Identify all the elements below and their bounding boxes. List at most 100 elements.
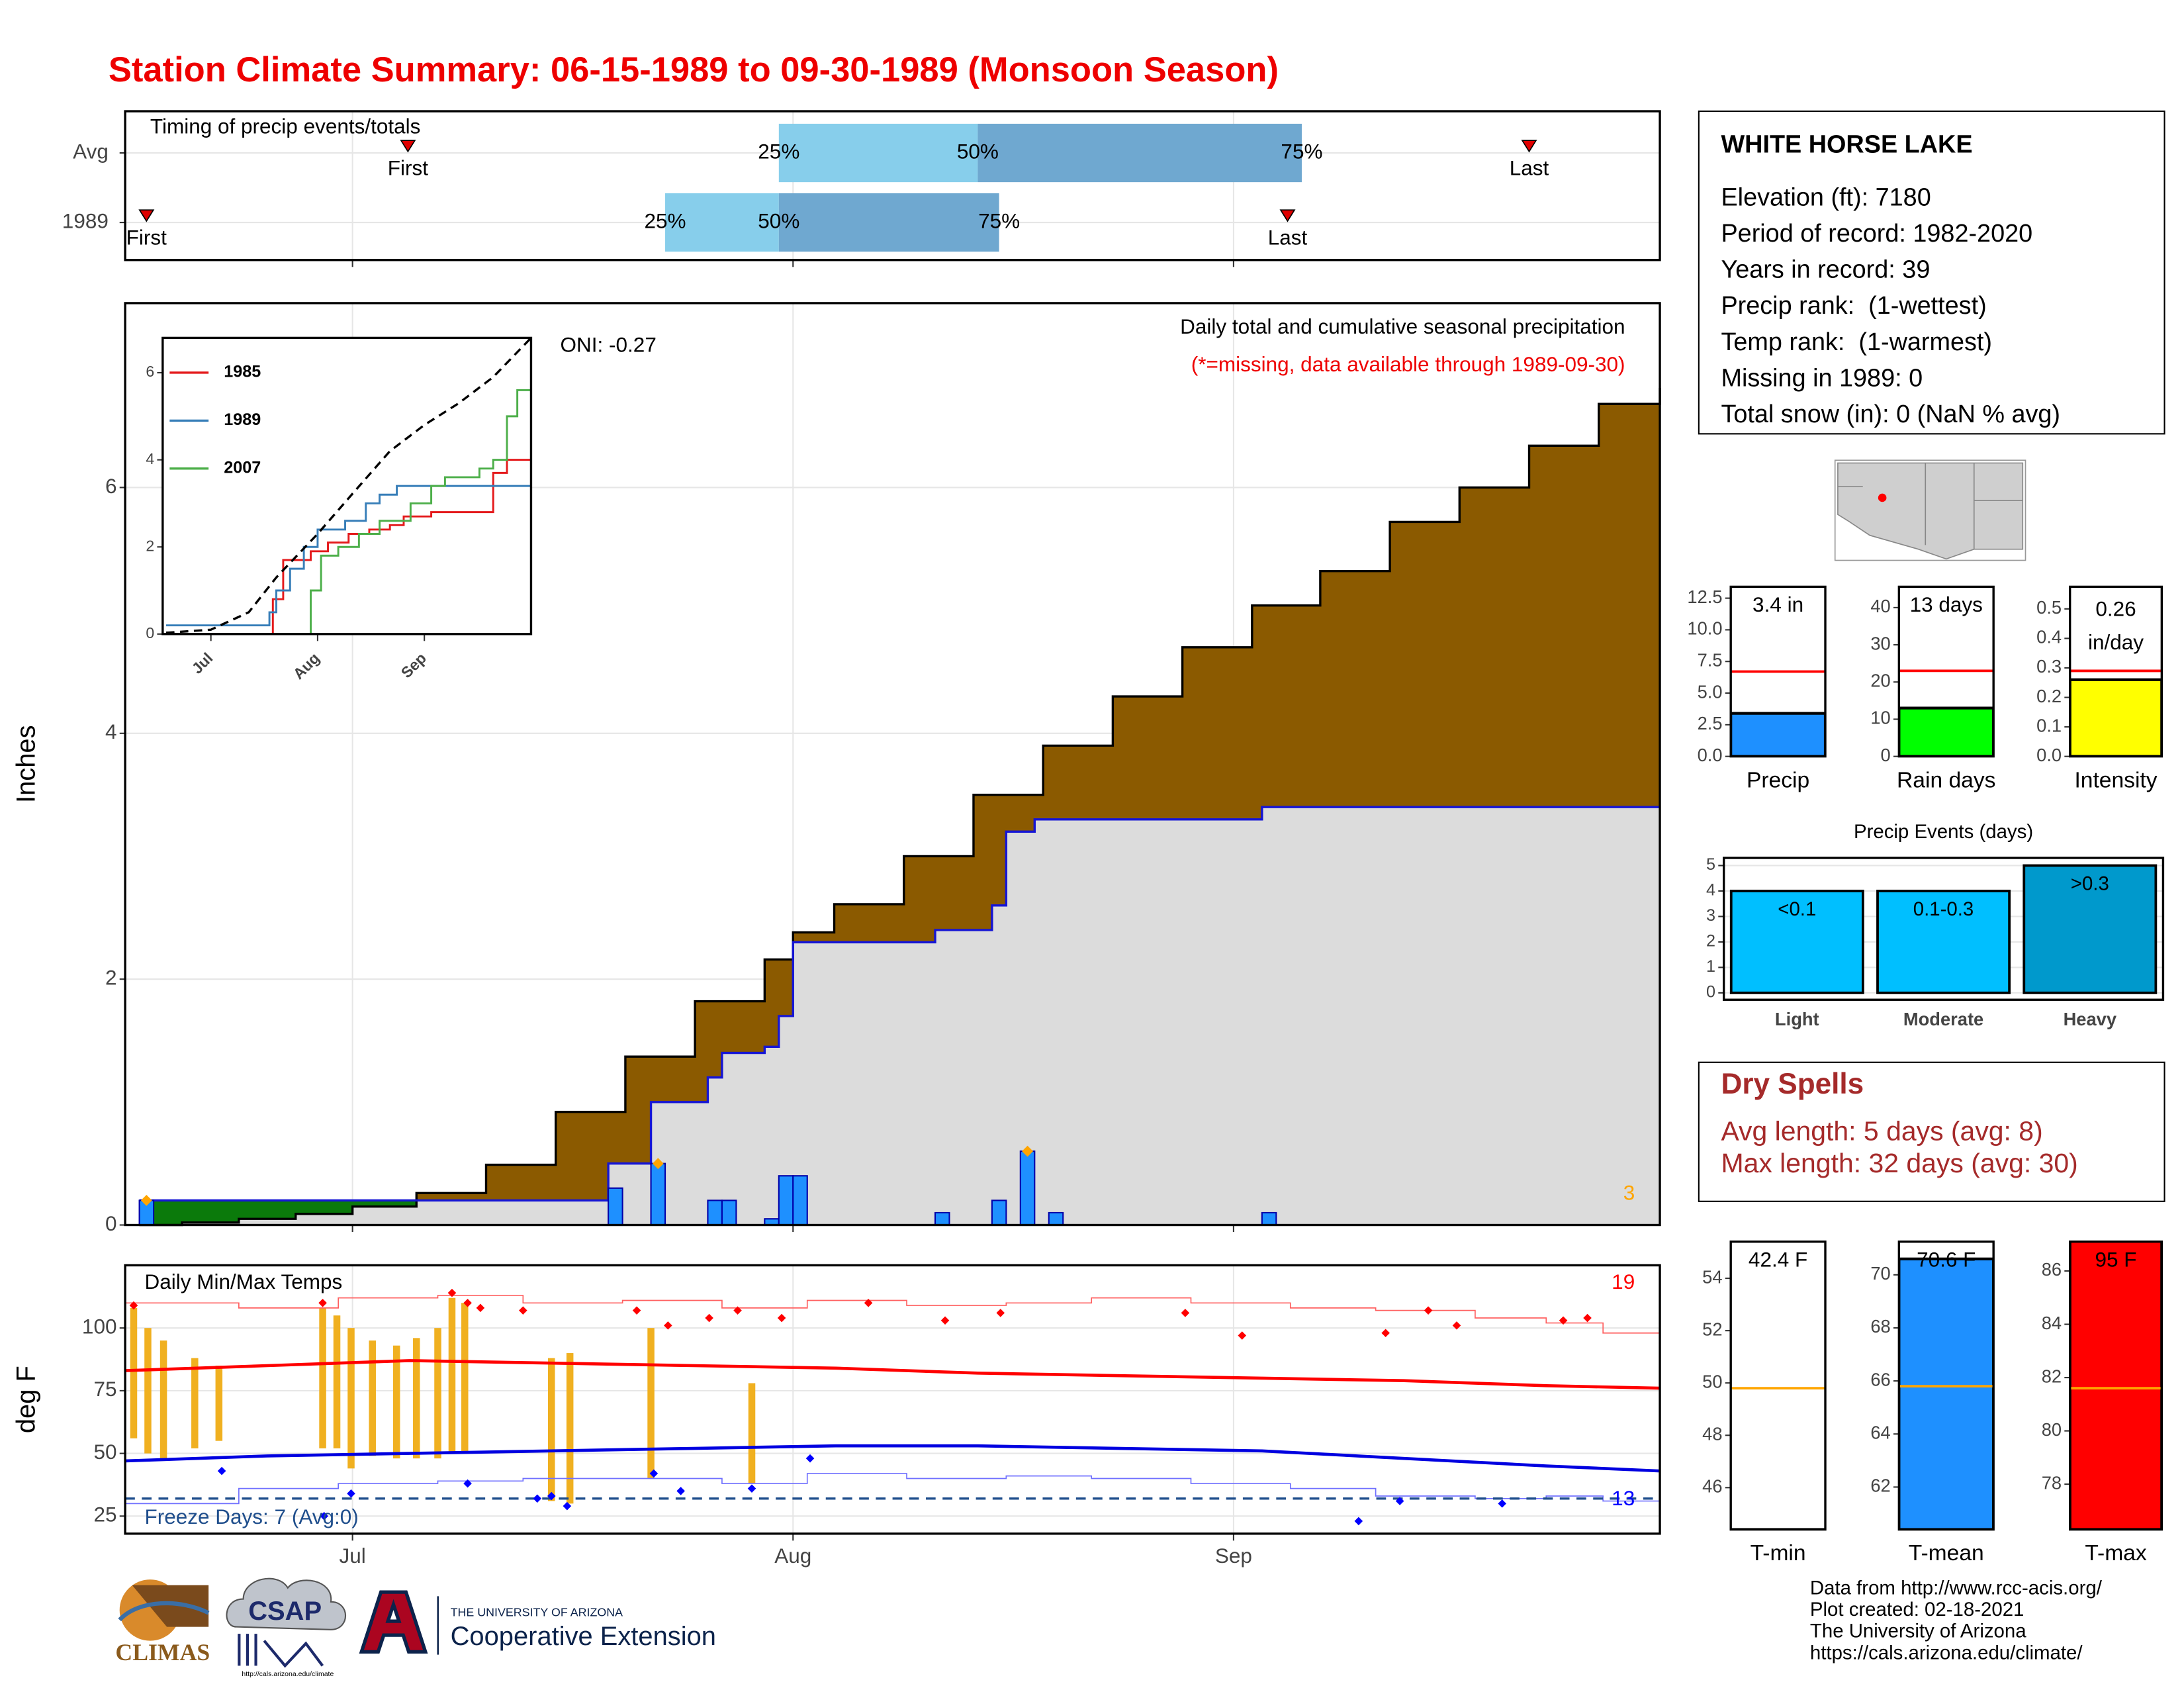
series-line [166, 485, 531, 627]
y-tick-label: 4 [105, 720, 117, 743]
event-label: Last [1510, 156, 1549, 180]
climas-logo-land [132, 1585, 209, 1627]
daily-range-bar [392, 1345, 400, 1459]
y-tick-label: 0.4 [2036, 627, 2062, 647]
daily-range-bar [461, 1303, 469, 1454]
csap-url: http://cals.arizona.edu/climate [242, 1670, 334, 1678]
y-tick-label: 0 [105, 1211, 117, 1235]
y-tick-label: 86 [2042, 1259, 2062, 1280]
y-tick-label: 82 [2042, 1366, 2062, 1386]
x-tick-label: Moderate [1903, 1009, 1983, 1029]
csap-cloud [226, 1577, 346, 1630]
value-label: 3.4 in [1752, 592, 1803, 616]
csap-label: CSAP [248, 1597, 322, 1626]
bar [2023, 864, 2158, 994]
gauge-bar [1731, 712, 1826, 757]
y-tick-label: 0.5 [2036, 597, 2062, 618]
daily-range-bar [347, 1328, 355, 1469]
panel-title: Timing of precip events/totals [150, 115, 421, 138]
daily-bar [650, 1162, 666, 1226]
quartile-label: 75% [978, 209, 1020, 232]
daily-range-bar [191, 1358, 199, 1449]
record-marker [652, 1158, 664, 1170]
freeze-label: Freeze Days: 7 (Avg:0) [145, 1505, 359, 1528]
dry-spells-title: Dry Spells [1721, 1068, 1864, 1100]
gauge-label: Intensity [2074, 768, 2157, 792]
daily-bar [707, 1199, 723, 1226]
station-line: Missing in 1989: 0 [1721, 364, 1923, 392]
value-label: 13 days [1910, 592, 1983, 616]
plot-frame [1729, 585, 1827, 758]
record-marker [463, 1298, 472, 1307]
daily-range-bar [130, 1307, 138, 1438]
logos: CLIMAS CSAP http://cals.arizona.edu/clim… [115, 1577, 716, 1678]
chart-title: Daily total and cumulative seasonal prec… [1180, 314, 1625, 338]
plot-frame [1897, 1241, 1995, 1531]
event-marker [400, 140, 416, 153]
y-tick-label: 70 [1870, 1263, 1890, 1284]
bin-label: 0.1-0.3 [1913, 898, 1974, 920]
record-marker [1381, 1329, 1390, 1338]
station-line: Precip rank: (1-wettest) [1721, 292, 1986, 320]
gauge-label: T-mean [1909, 1541, 1984, 1566]
y-tick-label: 25 [93, 1503, 116, 1526]
daily-range-bar [413, 1338, 420, 1459]
y-tick-label: 0 [1881, 745, 1891, 765]
record-marker [519, 1306, 527, 1315]
locator-map [1834, 459, 2026, 561]
dry-spell-line: Max length: 32 days (avg: 30) [1721, 1148, 2077, 1178]
quartile-label: 25% [758, 139, 799, 163]
daily-bar [991, 1199, 1007, 1226]
ua-logo [359, 1590, 428, 1654]
bar [1876, 890, 2011, 994]
plot-frame [1722, 857, 2165, 1001]
page-title: Station Climate Summary: 06-15-1989 to 0… [109, 50, 1279, 89]
quartile-label: 50% [957, 139, 999, 163]
extension-label: Cooperative Extension [451, 1622, 716, 1651]
daily-range-bar [319, 1307, 326, 1449]
value-label: 42.4 F [1749, 1247, 1807, 1271]
y-tick-label: 80 [2042, 1419, 2062, 1440]
event-label: First [126, 226, 167, 250]
x-tick-label: Jul [340, 1544, 366, 1568]
station-line: Total snow (in): 0 (NaN % avg) [1721, 400, 2060, 428]
series-line [165, 338, 531, 634]
y-tick-label: 52 [1702, 1319, 1722, 1339]
y-tick-label: 10.0 [1687, 618, 1722, 639]
legend-label: 1989 [224, 410, 261, 429]
y-tick-label: 0 [1706, 983, 1715, 1002]
record-marker [1022, 1145, 1033, 1157]
quartile-label: 25% [645, 209, 686, 232]
plot-frame [124, 302, 1661, 1227]
climas-logo-wave [118, 1601, 210, 1622]
y-tick-label: 1 [1706, 957, 1715, 976]
daily-bar [608, 1187, 623, 1226]
credit-line: https://cals.arizona.edu/climate/ [1810, 1642, 2083, 1664]
station-line: Years in record: 39 [1721, 256, 1930, 284]
y-tick-label: 100 [82, 1314, 117, 1338]
daily-bar [778, 1175, 794, 1226]
y-tick-label: 2 [1706, 932, 1715, 951]
series-line [166, 389, 531, 634]
credit-line: Data from http://www.rcc-acis.org/ [1810, 1577, 2103, 1599]
record-marker [747, 1484, 756, 1493]
record-marker [805, 1454, 815, 1463]
season-line [139, 806, 1661, 1202]
daily-range-bar [159, 1340, 167, 1461]
temp-line [125, 1359, 1661, 1390]
value-label: 95 F [2095, 1247, 2136, 1271]
credit-line: Plot created: 02-18-2021 [1810, 1599, 2025, 1620]
record-marker [649, 1469, 659, 1478]
count-annotation: 3 [1623, 1181, 1635, 1205]
y-tick-label: 50 [1702, 1371, 1722, 1391]
quartile-bar-upper [978, 123, 1302, 183]
y-tick-label: 6 [105, 474, 117, 498]
daily-range-bar [215, 1365, 223, 1441]
plot-background [1731, 1241, 1826, 1530]
daily-range-bar [434, 1328, 441, 1459]
plot-background [125, 1265, 1661, 1534]
record-marker [140, 1194, 152, 1206]
climas-label: CLIMAS [115, 1639, 210, 1665]
station-location [1878, 493, 1887, 502]
station-box [1698, 110, 2165, 435]
